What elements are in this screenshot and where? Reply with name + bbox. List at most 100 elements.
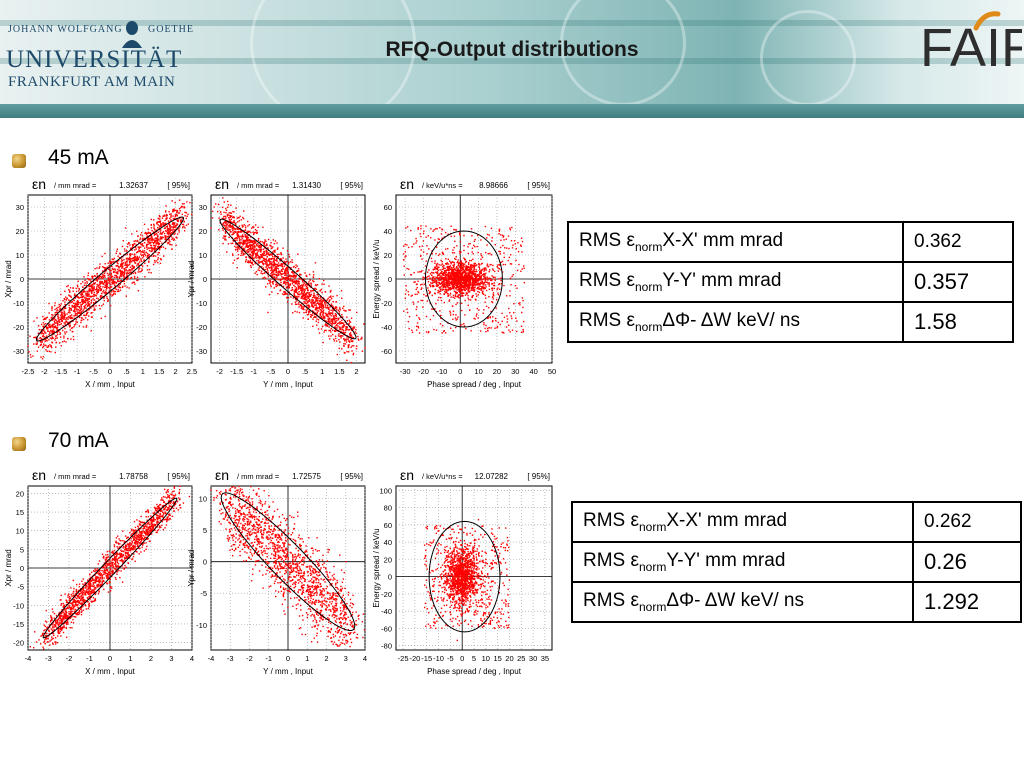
scatter-point — [144, 276, 146, 278]
scatter-point — [67, 284, 69, 287]
scatter-point — [264, 268, 266, 271]
scatter-point — [164, 238, 167, 240]
scatter-point — [456, 279, 458, 282]
scatter-point — [131, 253, 133, 255]
scatter-point — [477, 279, 479, 281]
scatter-point — [119, 289, 122, 291]
scatter-point — [259, 244, 261, 247]
scatter-point — [71, 306, 74, 308]
scatter-point — [72, 287, 75, 289]
scatter-point — [471, 235, 473, 237]
scatter-point — [304, 284, 306, 287]
scatter-point — [228, 212, 231, 214]
scatter-point — [276, 265, 278, 268]
scatter-point — [480, 287, 482, 290]
scatter-point — [507, 259, 509, 262]
plot-header-units: / mm mrad = — [237, 181, 280, 190]
scatter-point — [241, 235, 244, 238]
scatter-point — [468, 263, 470, 266]
scatter-point — [250, 227, 253, 229]
scatter-point — [146, 235, 149, 237]
scatter-point — [86, 312, 88, 314]
scatter-point — [522, 299, 524, 302]
scatter-point — [231, 227, 234, 229]
scatter-point — [238, 244, 241, 247]
scatter-point — [79, 296, 81, 299]
scatter-point — [59, 304, 62, 307]
scatter-point — [154, 228, 156, 231]
scatter-point — [440, 314, 442, 317]
scatter-point — [100, 297, 102, 299]
scatter-point — [248, 242, 250, 244]
scatter-point — [271, 254, 273, 256]
scatter-point — [274, 255, 276, 258]
scatter-point — [159, 247, 161, 249]
scatter-point — [317, 321, 320, 324]
scatter-point — [488, 285, 490, 287]
scatter-point — [274, 267, 277, 269]
scatter-point — [474, 298, 477, 301]
scatter-point — [286, 270, 289, 272]
scatter-point — [55, 311, 57, 314]
scatter-point — [237, 250, 239, 252]
scatter-point — [500, 268, 502, 271]
scatter-point — [503, 332, 505, 334]
scatter-point — [65, 321, 67, 323]
scatter-point — [50, 325, 53, 327]
scatter-point — [175, 236, 178, 239]
scatter-point — [255, 231, 257, 234]
scatter-point — [46, 316, 49, 319]
scatter-point — [162, 215, 164, 217]
scatter-point — [60, 318, 62, 320]
scatter-point — [301, 294, 304, 296]
scatter-point — [141, 268, 143, 270]
scatter-point — [176, 215, 179, 217]
scatter-point — [480, 277, 482, 279]
scatter-point — [150, 218, 153, 221]
scatter-point — [153, 259, 156, 262]
scatter-point — [277, 247, 279, 249]
scatter-point — [498, 228, 501, 231]
scatter-point — [259, 258, 261, 260]
scatter-point — [437, 269, 439, 272]
scatter-point — [449, 265, 451, 267]
scatter-point — [64, 301, 66, 303]
scatter-point — [78, 290, 80, 292]
scatter-point — [260, 249, 263, 251]
scatter-point — [237, 234, 240, 236]
scatter-point — [80, 312, 82, 314]
scatter-point — [109, 261, 111, 264]
scatter-point — [270, 267, 273, 269]
scatter-point — [174, 214, 177, 216]
scatter-point — [292, 274, 295, 277]
scatter-point — [262, 248, 265, 250]
scatter-point — [274, 259, 277, 261]
scatter-point — [461, 278, 464, 281]
scatter-point — [294, 289, 296, 292]
scatter-point — [486, 327, 489, 330]
scatter-point — [473, 262, 475, 265]
scatter-point — [99, 287, 101, 289]
scatter-point — [140, 260, 143, 262]
scatter-point — [316, 297, 318, 299]
scatter-point — [337, 317, 340, 319]
scatter-point — [225, 225, 227, 227]
scatter-point — [43, 317, 46, 320]
x-tick-label: -1.5 — [54, 367, 67, 376]
scatter-point — [249, 247, 251, 250]
scatter-point — [484, 276, 486, 278]
scatter-point — [520, 325, 523, 328]
scatter-point — [264, 254, 267, 256]
scatter-point — [268, 263, 271, 266]
scatter-point — [58, 319, 60, 321]
scatter-point — [128, 268, 130, 271]
scatter-point — [473, 275, 476, 277]
scatter-point — [247, 225, 249, 227]
scatter-point — [146, 252, 149, 255]
scatter-point — [285, 267, 287, 270]
scatter-point — [253, 242, 256, 244]
scatter-point — [472, 265, 474, 268]
scatter-point — [230, 231, 232, 233]
scatter-point — [42, 339, 45, 341]
scatter-point — [235, 246, 237, 249]
